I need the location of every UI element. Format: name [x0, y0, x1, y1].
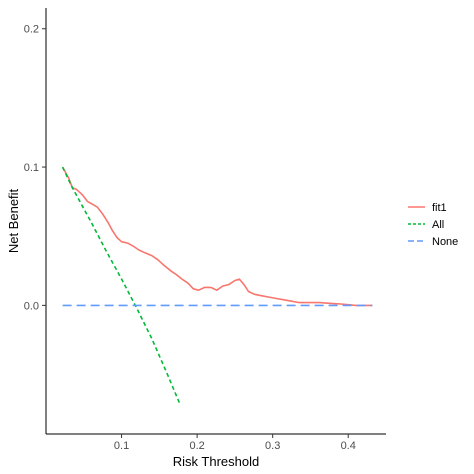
legend: fit1 All None: [408, 202, 458, 248]
y-tick-label: 0.2: [24, 24, 39, 36]
y-axis-title: Net Benefit: [6, 188, 21, 253]
legend-label-none: None: [432, 236, 458, 248]
legend-label-all: All: [432, 219, 444, 231]
x-tick-label: 0.4: [341, 440, 356, 452]
axis-ticks: 0.1 0.2 0.3 0.4 0.0 0.1 0.2: [24, 24, 356, 452]
series-lines: [61, 166, 373, 404]
series-line-all: [61, 166, 181, 404]
x-tick-label: 0.1: [114, 440, 129, 452]
x-tick-label: 0.3: [265, 440, 280, 452]
series-line-fit1: [61, 166, 373, 307]
x-axis-title: Risk Threshold: [173, 454, 259, 469]
x-tick-label: 0.2: [189, 440, 204, 452]
y-tick-label: 0.0: [24, 300, 39, 312]
legend-label-fit1: fit1: [432, 202, 447, 214]
plot-area: [45, 8, 386, 435]
y-tick-label: 0.1: [24, 162, 39, 174]
